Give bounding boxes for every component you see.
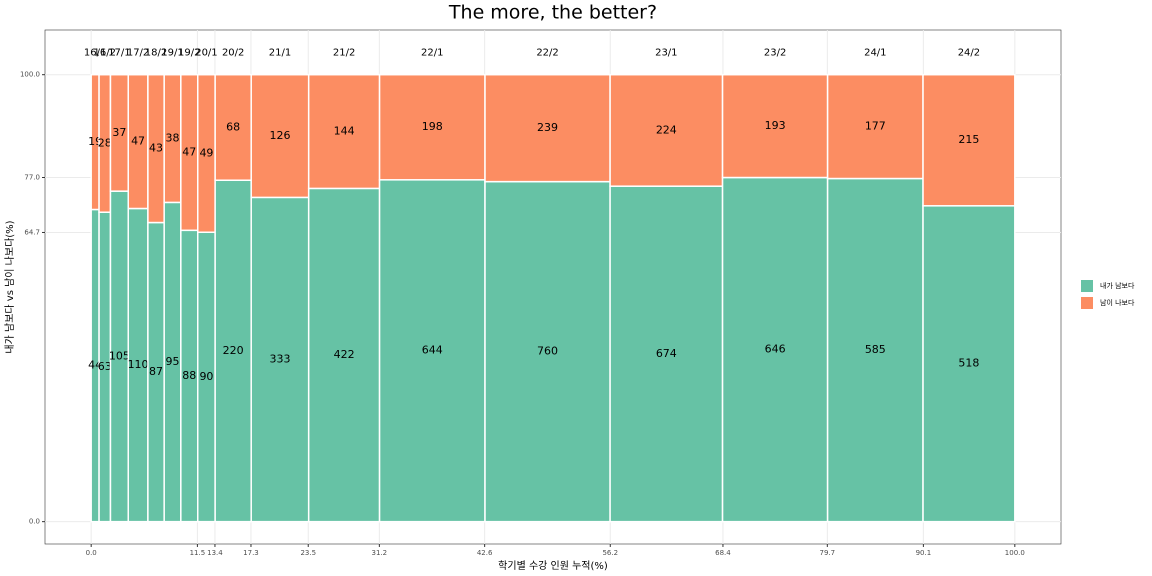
- x-tick-label: 23.5: [300, 549, 316, 557]
- x-tick-label: 17.3: [243, 549, 259, 557]
- value-label: 760: [537, 345, 558, 358]
- category-label: 24/2: [958, 47, 980, 58]
- y-tick-label: 100.0: [20, 71, 40, 79]
- legend-swatch: [1081, 297, 1093, 309]
- mosaic-cell: [922, 73, 1016, 207]
- mosaic-cell: [922, 205, 1016, 523]
- value-label: 224: [656, 123, 677, 136]
- category-label: 22/1: [421, 47, 443, 58]
- y-tick-label: 77.0: [24, 173, 40, 181]
- x-axis-label: 학기별 수강 인원 누적(%): [498, 560, 608, 572]
- category-label: 23/2: [764, 47, 786, 58]
- category-label: 16/1: [84, 47, 106, 58]
- y-tick-label: 64.7: [24, 228, 40, 236]
- value-label: 63: [98, 360, 112, 373]
- chart-title: The more, the better?: [448, 2, 657, 24]
- legend-swatch: [1081, 280, 1093, 292]
- legend-label: 남이 나보다: [1100, 298, 1135, 307]
- mosaic-cell: [484, 180, 611, 523]
- value-label: 177: [865, 120, 886, 133]
- category-label: 21/1: [269, 47, 291, 58]
- category-label: 16/2: [94, 47, 116, 58]
- x-tick-label: 100.0: [1005, 549, 1025, 557]
- category-label: 23/1: [655, 47, 677, 58]
- value-label: 585: [865, 343, 886, 356]
- mosaic-cell: [214, 73, 252, 181]
- value-label: 38: [166, 132, 180, 145]
- value-label: 105: [109, 349, 130, 362]
- x-tick-label: 42.6: [477, 549, 493, 557]
- category-label: 19/2: [178, 47, 200, 58]
- legend-label: 내가 남보다: [1100, 281, 1135, 290]
- y-tick-label: 0.0: [29, 518, 40, 526]
- value-label: 68: [226, 120, 240, 133]
- value-label: 90: [199, 370, 213, 383]
- y-axis-label: 내가 남보다 vs 남이 나보다(%): [4, 220, 16, 353]
- x-tick-label: 31.2: [372, 549, 388, 557]
- value-label: 126: [269, 129, 290, 142]
- value-label: 49: [199, 146, 213, 159]
- value-label: 37: [112, 126, 126, 139]
- value-label: 88: [182, 369, 196, 382]
- x-tick-label: 13.4: [207, 549, 223, 557]
- category-label: 18/2: [145, 47, 167, 58]
- value-label: 646: [765, 343, 786, 356]
- value-label: 333: [269, 353, 290, 366]
- value-label: 47: [131, 135, 145, 148]
- x-tick-label: 79.7: [820, 549, 836, 557]
- mosaic-cell: [609, 73, 724, 187]
- value-label: 422: [334, 348, 355, 361]
- value-label: 644: [422, 344, 443, 357]
- category-label: 20/1: [195, 47, 217, 58]
- mosaic-cell: [378, 179, 486, 523]
- value-label: 87: [149, 365, 163, 378]
- category-label: 21/2: [333, 47, 355, 58]
- mosaic-cell: [307, 187, 381, 523]
- value-label: 193: [765, 119, 786, 132]
- value-label: 220: [223, 344, 244, 357]
- value-label: 95: [166, 355, 180, 368]
- x-tick-label: 90.1: [916, 549, 932, 557]
- x-tick-label: 56.2: [602, 549, 618, 557]
- mosaic-cell: [826, 177, 924, 523]
- value-label: 239: [537, 121, 558, 134]
- value-label: 674: [656, 347, 677, 360]
- mosaic-cell: [484, 73, 611, 183]
- category-label: 19/1: [161, 47, 183, 58]
- value-label: 110: [128, 358, 149, 371]
- value-label: 43: [149, 142, 163, 155]
- category-label: 20/2: [222, 47, 244, 58]
- x-tick-label: 68.4: [715, 549, 731, 557]
- mosaic-cell: [609, 185, 724, 523]
- value-label: 28: [98, 136, 112, 149]
- x-tick-label: 0.0: [86, 549, 97, 557]
- x-tick-label: 11.5: [190, 549, 206, 557]
- category-label: 17/1: [108, 47, 130, 58]
- category-label: 24/1: [864, 47, 886, 58]
- value-label: 144: [334, 125, 355, 138]
- value-label: 518: [958, 357, 979, 370]
- mosaic-cell: [307, 73, 381, 190]
- category-label: 22/2: [536, 47, 558, 58]
- category-label: 17/2: [127, 47, 149, 58]
- value-label: 198: [422, 120, 443, 133]
- mosaic-cell: [378, 73, 486, 181]
- value-label: 215: [958, 133, 979, 146]
- value-label: 47: [182, 145, 196, 158]
